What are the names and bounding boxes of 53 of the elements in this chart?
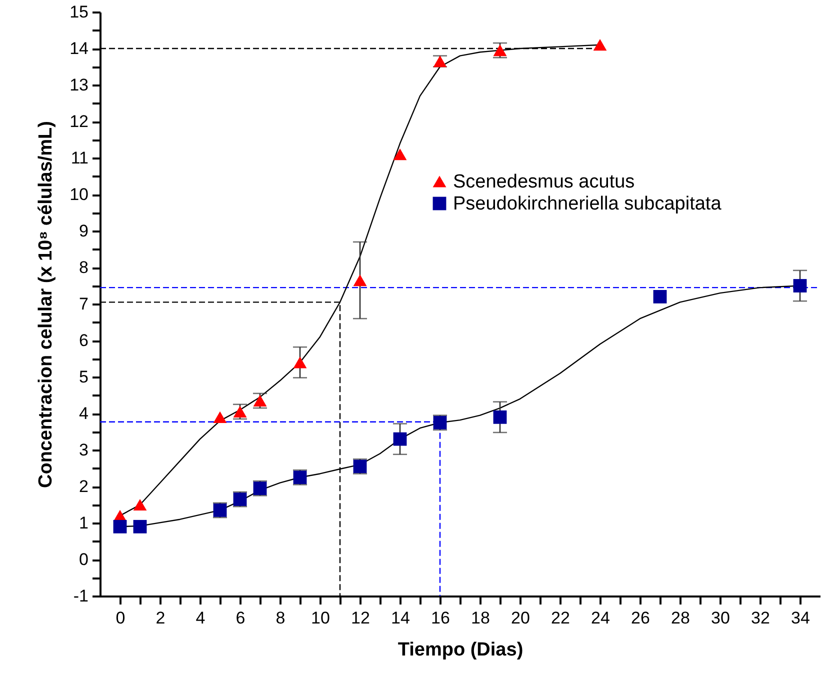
x-tick-label: 30 [711,608,730,628]
point [213,411,227,423]
y-tick-label: 0 [79,550,88,569]
x-tick-label: 28 [671,608,690,628]
point [653,290,667,304]
point [393,148,407,160]
point [793,279,807,292]
point [133,498,147,511]
y-tick-label: 8 [79,258,88,277]
point [353,274,367,286]
point [293,356,307,368]
y-tick-label: 10 [70,185,88,204]
y-tick-label: 7 [79,294,88,314]
y-tick-label: 11 [70,148,88,168]
x-tick-label: 24 [591,608,610,628]
x-tick-label: 12 [351,608,370,628]
x-tick-label: 0 [116,608,126,628]
y-tick-label: 9 [79,222,88,240]
x-tick-label: 8 [276,608,286,628]
x-tick-label: 22 [551,608,570,628]
x-tick-label: 2 [156,608,166,628]
y-tick-label: 4 [79,404,88,423]
y-tick-label: 12 [70,112,88,131]
x-tick-label: 6 [236,608,246,628]
x-tick-label: 10 [311,608,330,628]
point [113,520,127,534]
x-tick-label: 20 [511,608,530,628]
y-tick-label: 5 [79,368,88,386]
x-tick-label: 18 [471,608,490,628]
y-axis-title: Concentracion celular (x 10⁸ células/mL) [36,121,57,488]
x-tick-label: 34 [791,608,810,628]
x-axis-title: Tiempo (Dias) [398,640,524,660]
legend-label: Pseudokirchneriella subcapitata [453,194,722,214]
point [493,44,507,56]
point [233,406,247,418]
y-tick-label: 3 [79,440,88,460]
point [393,432,407,446]
y-tick-label: 1 [79,514,88,532]
y-tick-label: -1 [73,586,88,606]
legend-label: Scenedesmus acutus [453,172,635,192]
x-tick-label: 4 [196,608,206,628]
y-tick-label: 6 [79,331,88,350]
point [493,410,507,424]
y-tick-label: 14 [70,39,88,58]
y-tick-label: 13 [70,76,88,94]
x-tick-label: 32 [751,608,770,628]
y-tick-label: 15 [70,2,88,22]
x-tick-label: 14 [391,608,410,628]
x-tick-label: 26 [631,608,650,628]
point [133,520,147,534]
x-tick-label: 16 [431,608,450,628]
y-tick-label: 2 [79,477,88,496]
point [593,39,607,51]
